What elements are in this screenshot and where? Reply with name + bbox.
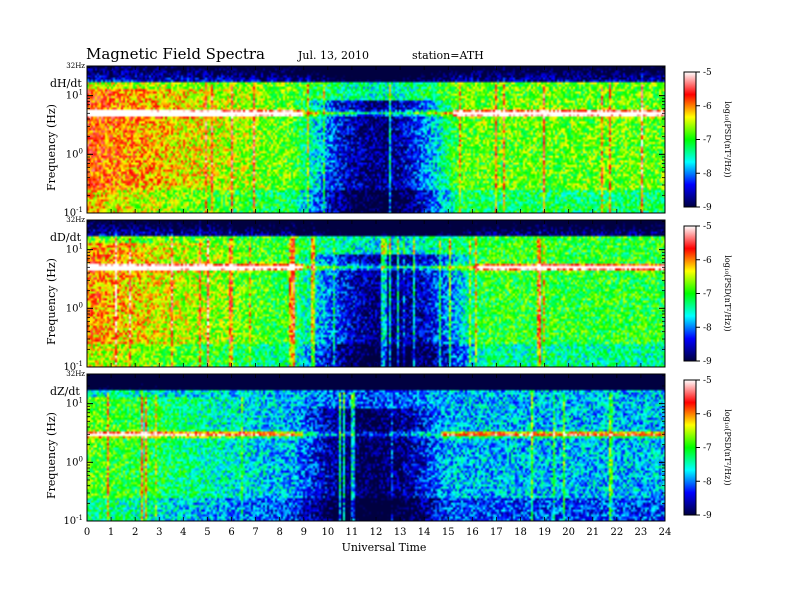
component-label: dH/dt: [50, 77, 82, 90]
colorbar: [683, 71, 697, 208]
colorbar-tick-label: -5: [703, 376, 712, 386]
x-tick-label: 7: [252, 527, 258, 538]
date-label: Jul. 13, 2010: [298, 49, 369, 62]
colorbar-tick-label: -9: [703, 511, 712, 521]
x-tick-label: 18: [514, 527, 527, 538]
colorbar-label: log₁₀(PSD(nT²/Hz)): [723, 255, 732, 331]
top-frequency-label: 32Hz: [66, 370, 85, 378]
x-tick-label: 19: [538, 527, 551, 538]
spectrogram-image: [87, 66, 665, 213]
component-label: dZ/dt: [50, 385, 80, 398]
colorbar: [683, 379, 697, 516]
x-tick-label: 2: [132, 527, 138, 538]
x-tick-label: 21: [586, 527, 599, 538]
x-tick-label: 12: [370, 527, 383, 538]
colorbar-tick-label: -8: [703, 323, 712, 333]
colorbar-tick-label: -7: [703, 444, 712, 454]
x-tick-label: 1: [108, 527, 114, 538]
y-axis-label: Frequency (Hz): [45, 412, 58, 499]
y-tick-label: 100: [66, 147, 83, 160]
x-tick-label: 0: [84, 527, 90, 538]
y-axis-label: Frequency (Hz): [45, 104, 58, 191]
colorbar-tick-label: -7: [703, 290, 712, 300]
x-tick-label: 23: [635, 527, 648, 538]
x-tick-label: 10: [321, 527, 334, 538]
x-tick-label: 13: [394, 527, 407, 538]
x-axis-label: Universal Time: [342, 541, 427, 554]
x-tick-label: 9: [301, 527, 307, 538]
x-tick-label: 22: [610, 527, 623, 538]
x-tick-label: 8: [276, 527, 282, 538]
colorbar-tick-label: -8: [703, 169, 712, 179]
colorbar-tick-label: -6: [703, 256, 712, 266]
x-tick-label: 14: [418, 527, 431, 538]
x-tick-label: 16: [466, 527, 479, 538]
colorbar-tick-label: -6: [703, 102, 712, 112]
y-tick-label: 101: [66, 89, 83, 102]
x-tick-label: 15: [442, 527, 455, 538]
panel-3: dZ/dt 32Hz 101 100 10-1 Frequency (Hz) -5 -6 -7 -…: [45, 370, 732, 527]
y-tick-label: 101: [66, 243, 83, 256]
y-axis-label: Frequency (Hz): [45, 258, 58, 345]
y-tick-label: 101: [66, 397, 83, 410]
station-label: station=ATH: [412, 49, 484, 62]
spectrogram-image: [87, 374, 665, 521]
x-tick-label: 5: [204, 527, 210, 538]
y-tick-label: 10-1: [63, 360, 83, 373]
top-frequency-label: 32Hz: [66, 216, 85, 224]
colorbar-tick-label: -6: [703, 410, 712, 420]
x-tick-label: 6: [228, 527, 234, 538]
x-tick-label: 3: [156, 527, 162, 538]
panel-2: dD/dt 32Hz 101 100 10-1 Frequency (Hz) -5 -6 -7 -…: [45, 216, 732, 373]
colorbar-tick-label: -8: [703, 477, 712, 487]
colorbar-tick-label: -9: [703, 357, 712, 367]
colorbar-tick-label: -9: [703, 203, 712, 213]
top-frequency-label: 32Hz: [66, 62, 85, 70]
y-tick-label: 100: [66, 455, 83, 468]
colorbar-tick-label: -7: [703, 136, 712, 146]
y-tick-label: 100: [66, 301, 83, 314]
x-tick-label: 11: [346, 527, 359, 538]
x-tick-label: 20: [562, 527, 575, 538]
component-label: dD/dt: [50, 231, 82, 244]
y-tick-label: 10-1: [63, 206, 83, 219]
panel-1: dH/dt 32Hz 101 100 10-1 Frequency (Hz) -5 -6 -7 -…: [45, 62, 732, 219]
colorbar-label: log₁₀(PSD(nT²/Hz)): [723, 409, 732, 485]
colorbar-tick-label: -5: [703, 222, 712, 232]
x-tick-label: 4: [180, 527, 186, 538]
y-tick-label: 10-1: [63, 514, 83, 527]
spectrogram-image: [87, 220, 665, 367]
colorbar-tick-label: -5: [703, 68, 712, 78]
colorbar: [683, 225, 697, 362]
colorbar-label: log₁₀(PSD(nT²/Hz)): [723, 101, 732, 177]
x-tick-label: 24: [659, 527, 672, 538]
chart-title: Magnetic Field Spectra: [86, 45, 265, 63]
x-tick-label: 17: [490, 527, 503, 538]
